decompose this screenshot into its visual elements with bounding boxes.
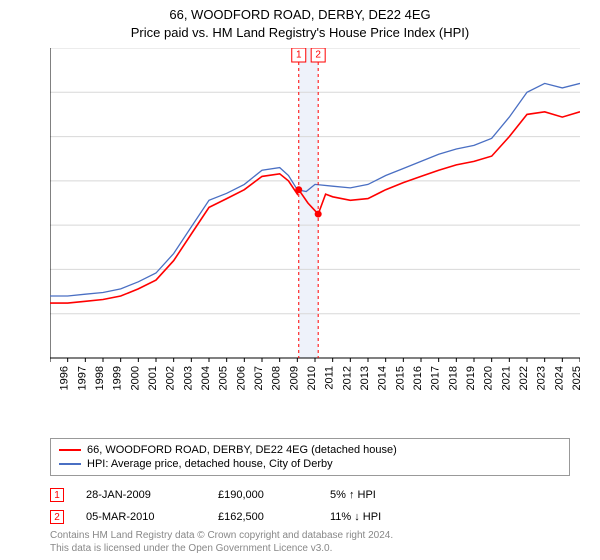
svg-text:1998: 1998 [94,366,106,390]
chart-container: 66, WOODFORD ROAD, DERBY, DE22 4EG Price… [0,0,600,560]
footer: Contains HM Land Registry data © Crown c… [50,530,570,555]
svg-text:2000: 2000 [129,366,141,390]
svg-text:2024: 2024 [553,366,565,390]
chart-area: £0£50K£100K£150K£200K£250K£300K£350K1995… [50,48,580,388]
svg-text:2021: 2021 [500,366,512,390]
svg-text:1997: 1997 [76,366,88,390]
legend-swatch [59,449,81,451]
svg-text:2009: 2009 [288,366,300,390]
sale-date: 28-JAN-2009 [86,489,196,501]
svg-text:2025: 2025 [571,366,580,390]
svg-text:1995: 1995 [50,366,53,390]
sale-date: 05-MAR-2010 [86,511,196,523]
svg-text:2018: 2018 [447,366,459,390]
sale-row: 2 05-MAR-2010 £162,500 11% ↓ HPI [50,506,570,528]
svg-text:2: 2 [315,50,321,61]
footer-line: This data is licensed under the Open Gov… [50,543,570,556]
svg-text:2010: 2010 [306,366,318,390]
svg-text:2008: 2008 [271,366,283,390]
sale-price: £190,000 [218,489,308,501]
svg-text:1999: 1999 [112,366,124,390]
svg-text:2002: 2002 [165,366,177,390]
svg-text:2016: 2016 [412,366,424,390]
svg-text:2006: 2006 [235,366,247,390]
legend-label: HPI: Average price, detached house, City… [87,458,333,470]
sales-table: 1 28-JAN-2009 £190,000 5% ↑ HPI 2 05-MAR… [50,484,570,528]
title-sub: Price paid vs. HM Land Registry's House … [0,24,600,42]
title-block: 66, WOODFORD ROAD, DERBY, DE22 4EG Price… [0,0,600,41]
sale-price: £162,500 [218,511,308,523]
legend-item: 66, WOODFORD ROAD, DERBY, DE22 4EG (deta… [59,443,561,457]
title-main: 66, WOODFORD ROAD, DERBY, DE22 4EG [0,6,600,24]
svg-text:2004: 2004 [200,366,212,390]
svg-text:2019: 2019 [465,366,477,390]
svg-text:2011: 2011 [324,366,336,390]
sale-marker-icon: 2 [50,510,64,524]
chart-svg: £0£50K£100K£150K£200K£250K£300K£350K1995… [50,48,580,408]
legend: 66, WOODFORD ROAD, DERBY, DE22 4EG (deta… [50,438,570,476]
svg-text:2020: 2020 [483,366,495,390]
svg-text:2015: 2015 [394,366,406,390]
footer-line: Contains HM Land Registry data © Crown c… [50,530,570,543]
svg-text:2014: 2014 [377,366,389,390]
svg-text:1: 1 [296,50,302,61]
svg-text:2005: 2005 [218,366,230,390]
svg-text:2012: 2012 [341,366,353,390]
legend-swatch [59,463,81,465]
svg-text:1996: 1996 [59,366,71,390]
sale-row: 1 28-JAN-2009 £190,000 5% ↑ HPI [50,484,570,506]
legend-label: 66, WOODFORD ROAD, DERBY, DE22 4EG (deta… [87,444,397,456]
svg-text:2017: 2017 [430,366,442,390]
sale-delta: 11% ↓ HPI [330,511,420,523]
svg-text:2007: 2007 [253,366,265,390]
svg-text:2022: 2022 [518,366,530,390]
svg-text:2013: 2013 [359,366,371,390]
sale-delta: 5% ↑ HPI [330,489,420,501]
svg-text:2001: 2001 [147,366,159,390]
legend-item: HPI: Average price, detached house, City… [59,457,561,471]
sale-marker-icon: 1 [50,488,64,502]
svg-text:2003: 2003 [182,366,194,390]
svg-text:2023: 2023 [536,366,548,390]
